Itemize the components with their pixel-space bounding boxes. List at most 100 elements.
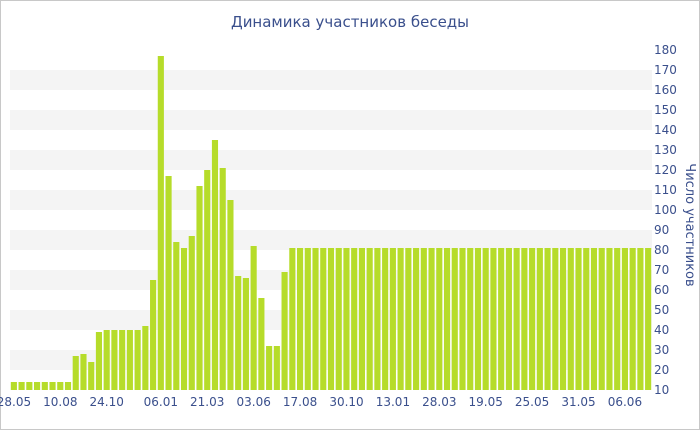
bar <box>258 298 265 390</box>
bar <box>64 382 72 390</box>
x-tick-label: 21.03 <box>190 395 224 409</box>
bar <box>575 248 582 390</box>
y-tick-label: 60 <box>654 283 669 297</box>
bar <box>606 248 613 390</box>
y-tick-label: 20 <box>654 363 669 377</box>
x-tick-label: 06.01 <box>144 395 178 409</box>
y-tick-label: 10 <box>654 383 669 397</box>
bar <box>351 248 358 390</box>
y-tick-label: 50 <box>654 303 669 317</box>
y-axis-title: Число участников <box>682 163 697 286</box>
y-tick-label: 180 <box>654 43 677 57</box>
bar <box>111 330 118 390</box>
bar <box>629 248 636 390</box>
bar <box>296 248 304 390</box>
bar <box>250 246 257 390</box>
bar <box>459 248 466 390</box>
bar <box>235 276 242 390</box>
bar <box>281 272 288 390</box>
x-tick-label: 28.05 <box>0 395 31 409</box>
bar <box>10 382 17 390</box>
bar <box>204 170 211 390</box>
bar <box>474 248 482 390</box>
bar <box>513 248 520 390</box>
bar <box>173 242 180 390</box>
x-tick-label: 10.08 <box>43 395 77 409</box>
bar <box>49 382 56 390</box>
bar <box>157 56 164 390</box>
bar <box>335 248 342 390</box>
bar <box>529 248 536 390</box>
bar <box>366 248 373 390</box>
bar <box>397 248 404 390</box>
bar <box>134 330 141 390</box>
bar <box>165 176 172 390</box>
bar <box>273 346 280 390</box>
y-tick-label: 30 <box>654 343 669 357</box>
x-tick-label: 13.01 <box>376 395 410 409</box>
bar <box>420 248 427 390</box>
chart-title: Динамика участников беседы <box>230 13 470 31</box>
bar <box>490 248 497 390</box>
y-tick-label: 150 <box>654 103 677 117</box>
bar <box>598 248 605 390</box>
x-tick-label: 19.05 <box>469 395 503 409</box>
y-tick-label: 80 <box>654 243 669 257</box>
grid-band <box>10 150 652 170</box>
bar <box>103 330 110 390</box>
grid-band <box>10 70 652 90</box>
y-tick-label: 160 <box>654 83 677 97</box>
y-tick-label: 120 <box>654 163 677 177</box>
bar <box>126 330 133 390</box>
bar <box>482 248 489 390</box>
y-tick-label: 90 <box>654 223 669 237</box>
bar <box>327 248 335 390</box>
bars <box>10 56 652 390</box>
bar <box>521 248 528 390</box>
bar <box>343 248 350 390</box>
bar <box>590 248 598 390</box>
bar <box>41 382 48 390</box>
bar <box>389 248 396 390</box>
bar <box>536 248 543 390</box>
bar <box>436 248 443 390</box>
bar <box>266 346 273 390</box>
x-tick-label: 17.08 <box>283 395 317 409</box>
bar <box>637 248 644 390</box>
bar <box>645 248 652 390</box>
bar <box>405 248 412 390</box>
x-tick-label: 25.05 <box>515 395 549 409</box>
bar <box>304 248 311 390</box>
bar <box>150 280 157 390</box>
y-tick-label: 140 <box>654 123 677 137</box>
bar <box>498 248 505 390</box>
bar <box>219 168 226 390</box>
bar <box>467 248 474 390</box>
bar <box>374 248 381 390</box>
bar <box>289 248 296 390</box>
grid-band <box>10 190 652 210</box>
bar <box>505 248 512 390</box>
grid-band <box>10 110 652 130</box>
bar <box>382 248 389 390</box>
bar <box>583 248 590 390</box>
bar <box>559 248 567 390</box>
bar <box>614 248 621 390</box>
bar <box>227 200 234 390</box>
x-tick-label: 31.05 <box>561 395 595 409</box>
bar <box>142 326 149 390</box>
x-tick-label: 28.03 <box>422 395 456 409</box>
bar <box>188 236 195 390</box>
bar <box>621 248 628 390</box>
y-tick-label: 130 <box>654 143 677 157</box>
bar <box>552 248 559 390</box>
bar <box>358 248 365 390</box>
y-axis: 10 20 30 40 50 60 70 80 90 100 110 120 130 140 150 160 1… <box>654 43 677 397</box>
bar <box>34 382 41 390</box>
x-tick-label: 06.06 <box>608 395 642 409</box>
y-tick-label: 40 <box>654 323 669 337</box>
y-tick-label: 70 <box>654 263 669 277</box>
bar <box>196 186 203 390</box>
bar <box>428 248 435 390</box>
x-tick-label: 24.10 <box>90 395 124 409</box>
